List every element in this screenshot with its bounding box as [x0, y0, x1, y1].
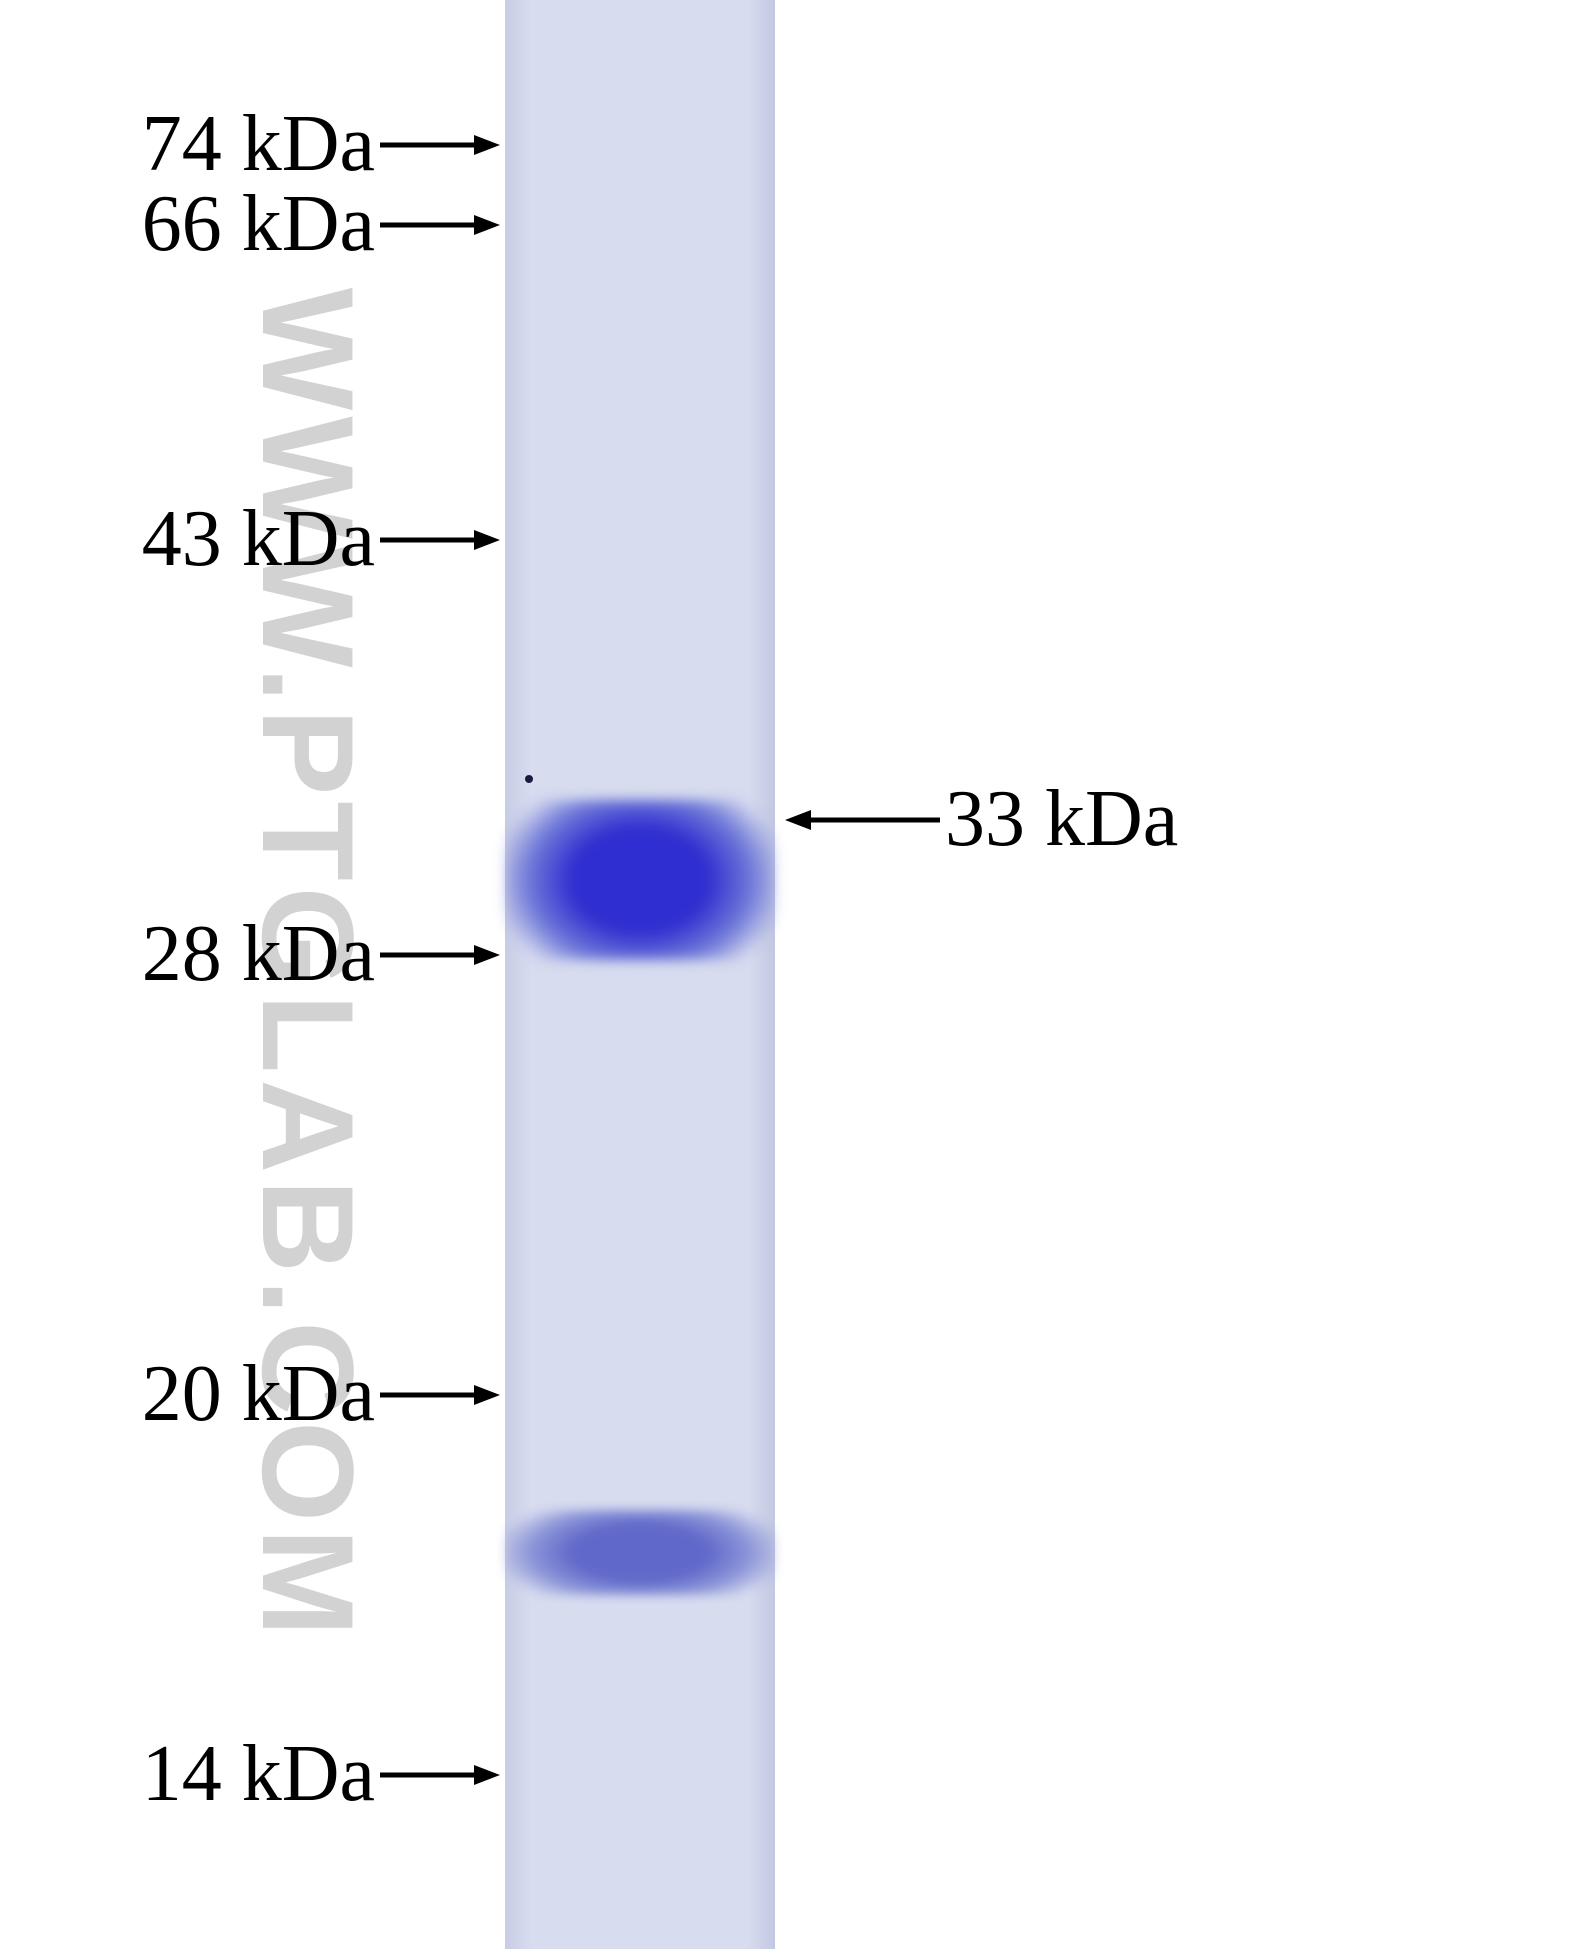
arrow-right-icon: [380, 526, 500, 554]
target-marker-label: 33 kDa: [945, 774, 1178, 865]
arrow-right-icon: [380, 1381, 500, 1409]
ladder-marker-label: 20 kDa: [0, 1349, 375, 1440]
gel-band-0: [505, 800, 775, 960]
ladder-marker-label: 74 kDa: [0, 99, 375, 190]
arrow-left-icon: [785, 806, 940, 834]
arrow-right-icon: [380, 211, 500, 239]
gel-band-1: [505, 1510, 775, 1595]
arrow-right-icon: [380, 941, 500, 969]
ladder-marker-label: 14 kDa: [0, 1729, 375, 1820]
gel-lane: [505, 0, 775, 1949]
ladder-marker-label: 28 kDa: [0, 909, 375, 1000]
ladder-marker-label: 66 kDa: [0, 179, 375, 270]
arrow-right-icon: [380, 131, 500, 159]
arrow-right-icon: [380, 1761, 500, 1789]
ladder-marker-label: 43 kDa: [0, 494, 375, 585]
gel-speck: [525, 775, 533, 783]
